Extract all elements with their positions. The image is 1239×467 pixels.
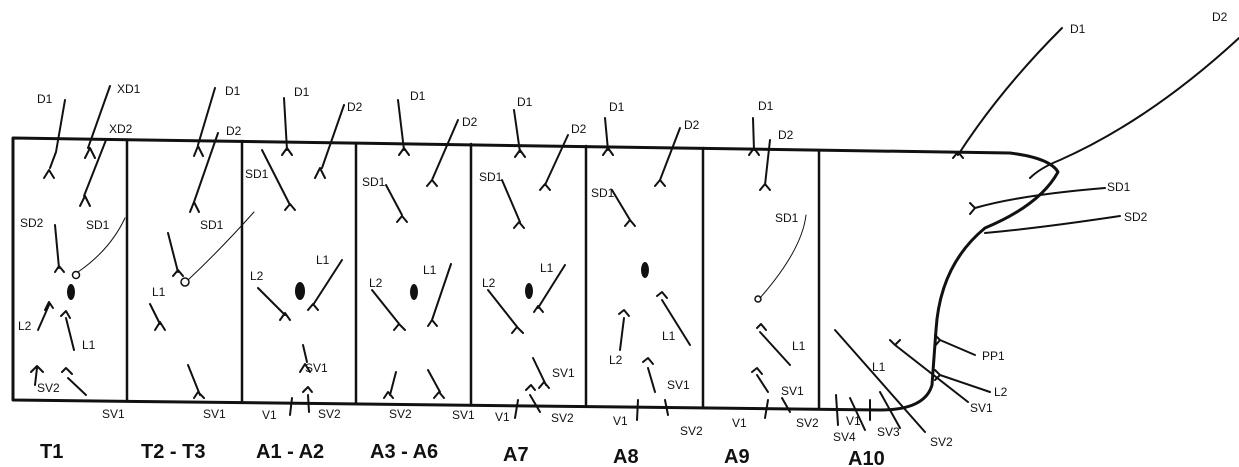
seta-label: SV2 bbox=[680, 424, 703, 438]
seta-label: V1 bbox=[846, 414, 861, 428]
segment-dividers bbox=[125, 138, 821, 410]
seta-label: D2 bbox=[778, 128, 794, 142]
seta-label: D2 bbox=[226, 124, 242, 138]
seta-label: V1 bbox=[262, 408, 277, 422]
seta-label: V1 bbox=[495, 410, 510, 424]
seta-label: D1 bbox=[225, 84, 241, 98]
seta-label: L2 bbox=[250, 269, 264, 283]
seta-label: PP1 bbox=[982, 349, 1005, 363]
seta-label: SV1 bbox=[552, 366, 575, 380]
seta-label: D1 bbox=[294, 85, 310, 99]
segment-label-a8: A8 bbox=[613, 446, 639, 467]
seta-label: L1 bbox=[82, 338, 96, 352]
seta-label: L1 bbox=[316, 253, 330, 267]
seta-label: SV1 bbox=[102, 407, 125, 421]
spiracle-a1 bbox=[295, 282, 305, 300]
segment-label-t2-t3: T2 - T3 bbox=[141, 441, 205, 463]
seta-label: L1 bbox=[792, 339, 806, 353]
seta-label: SV3 bbox=[877, 425, 900, 439]
seta-label: SD2 bbox=[20, 216, 44, 230]
pore-a9 bbox=[754, 295, 762, 303]
body-outline bbox=[11, 136, 1060, 412]
seta-label: SV1 bbox=[452, 408, 475, 422]
segment-label-a7: A7 bbox=[503, 444, 529, 466]
pore-t1 bbox=[71, 270, 81, 280]
seta-label: L2 bbox=[18, 319, 32, 333]
seta-label: L1 bbox=[662, 329, 676, 343]
seta-label: SV1 bbox=[667, 378, 690, 392]
seta-label: V1 bbox=[732, 416, 747, 430]
segment-label-a1-a2: A1 - A2 bbox=[256, 441, 324, 463]
seta-label: XD1 bbox=[117, 82, 141, 96]
setae-strokes bbox=[30, 27, 1239, 433]
seta-label: SD1 bbox=[479, 170, 503, 184]
seta-label: SV2 bbox=[930, 435, 953, 449]
seta-label: D1 bbox=[37, 92, 53, 106]
seta-label: V1 bbox=[613, 414, 628, 428]
seta-label: D1 bbox=[517, 95, 533, 109]
seta-label: D2 bbox=[1212, 10, 1228, 24]
seta-label: SD1 bbox=[591, 186, 615, 200]
seta-label: L1 bbox=[872, 360, 886, 374]
seta-label: SD1 bbox=[86, 218, 110, 232]
spiracle-t1 bbox=[67, 284, 75, 300]
seta-label: D1 bbox=[609, 100, 625, 114]
seta-label: D2 bbox=[347, 100, 363, 114]
segment-label-a10: A10 bbox=[848, 448, 885, 467]
seta-label: SV2 bbox=[318, 407, 341, 421]
seta-label: SV4 bbox=[833, 430, 856, 444]
seta-label: SV2 bbox=[37, 381, 60, 395]
seta-label: L2 bbox=[482, 276, 496, 290]
seta-label: D1 bbox=[758, 99, 774, 113]
seta-label: SV2 bbox=[551, 411, 574, 425]
seta-label: SD1 bbox=[775, 211, 799, 225]
seta-label: SV1 bbox=[781, 384, 804, 398]
seta-label: L2 bbox=[609, 353, 623, 367]
seta-label: L2 bbox=[994, 385, 1008, 399]
seta-label: D1 bbox=[410, 89, 426, 103]
seta-label: SD2 bbox=[1124, 210, 1148, 224]
seta-label: SV1 bbox=[970, 401, 993, 415]
spiracle-a7 bbox=[525, 283, 533, 299]
seta-label: L1 bbox=[423, 263, 437, 277]
spiracle-a8 bbox=[641, 262, 649, 278]
seta-label: SV1 bbox=[203, 407, 226, 421]
seta-label: D2 bbox=[684, 118, 700, 132]
seta-label: SD1 bbox=[1107, 180, 1131, 194]
seta-label: SV1 bbox=[305, 361, 328, 375]
spiracle-a3 bbox=[410, 284, 418, 300]
seta-label: SV2 bbox=[796, 416, 819, 430]
seta-label: L1 bbox=[540, 261, 554, 275]
pore-t2 bbox=[180, 277, 190, 287]
seta-label: L2 bbox=[369, 276, 383, 290]
seta-label: SD1 bbox=[200, 218, 224, 232]
segment-label-a9: A9 bbox=[724, 446, 750, 467]
seta-label: D2 bbox=[571, 122, 587, 136]
segment-label-a3-a6: A3 - A6 bbox=[370, 441, 438, 463]
seta-label: D2 bbox=[462, 115, 478, 129]
segment-label-t1: T1 bbox=[40, 441, 63, 463]
seta-label: SD1 bbox=[362, 175, 386, 189]
seta-label: XD2 bbox=[109, 122, 133, 136]
spiracles bbox=[67, 262, 762, 303]
seta-label: D1 bbox=[1070, 22, 1086, 36]
seta-label: SD1 bbox=[245, 167, 269, 181]
seta-label: L1 bbox=[152, 285, 166, 299]
seta-label: SV2 bbox=[389, 407, 412, 421]
